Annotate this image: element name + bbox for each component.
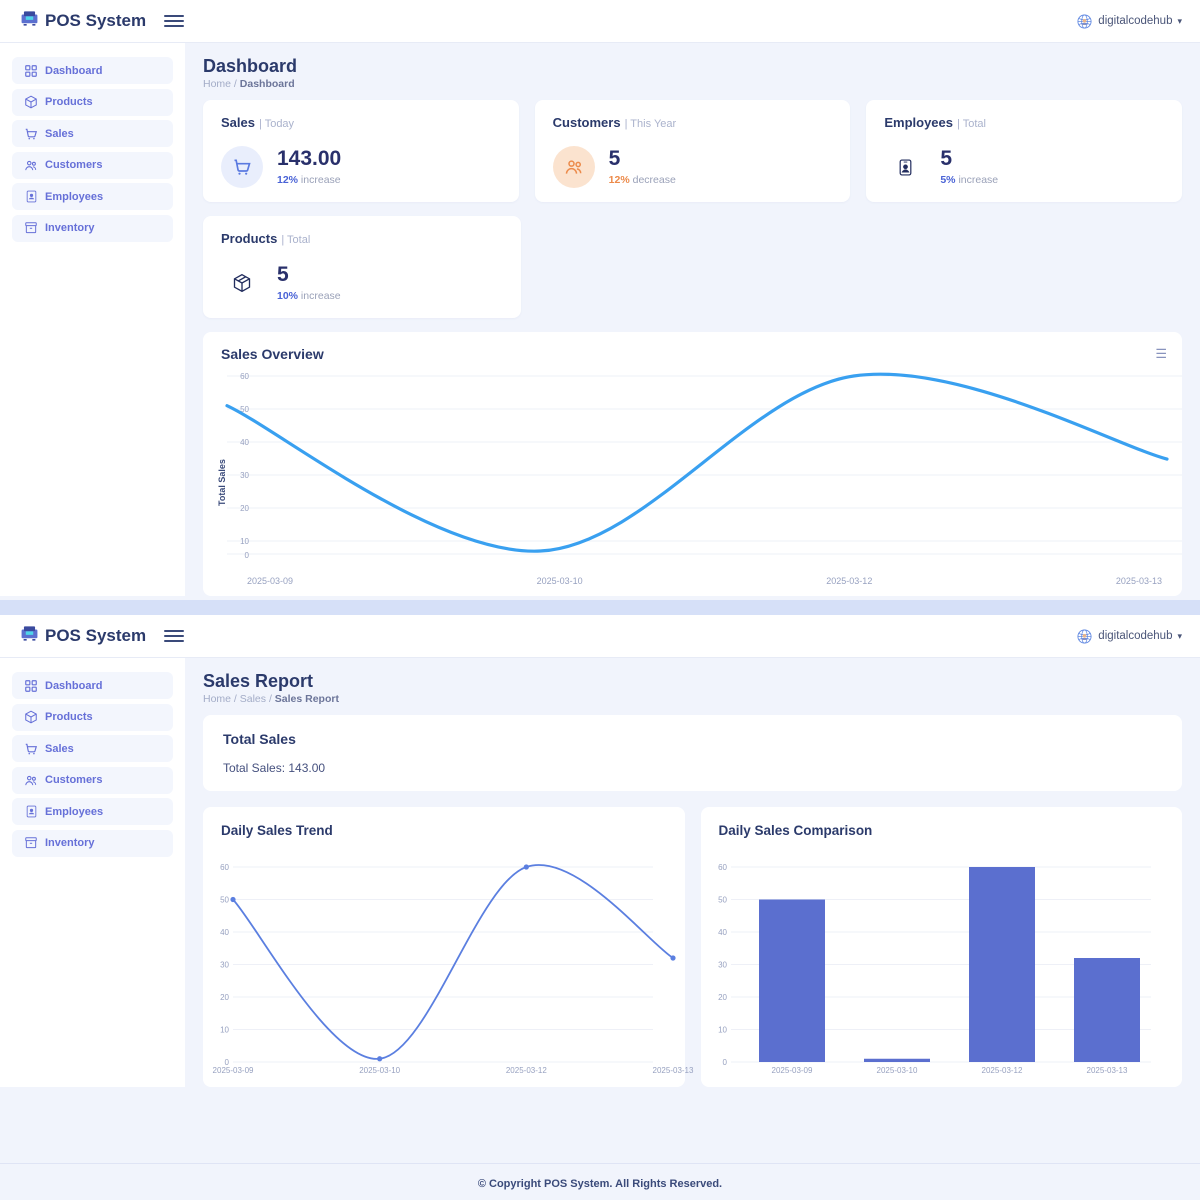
svg-text:2025-03-12: 2025-03-12 — [506, 1066, 547, 1075]
svg-text:30: 30 — [718, 961, 727, 970]
svg-text:2025-03-09: 2025-03-09 — [213, 1066, 254, 1075]
svg-text:2025-03-10: 2025-03-10 — [359, 1066, 400, 1075]
svg-text:30: 30 — [220, 961, 229, 970]
svg-text:0: 0 — [722, 1058, 727, 1067]
svg-text:60: 60 — [240, 372, 249, 381]
svg-text:0: 0 — [245, 551, 250, 560]
svg-text:40: 40 — [220, 928, 229, 937]
svg-text:20: 20 — [240, 504, 249, 513]
svg-text:20: 20 — [718, 993, 727, 1002]
svg-text:10: 10 — [220, 1026, 229, 1035]
svg-text:40: 40 — [240, 438, 249, 447]
svg-text:40: 40 — [718, 928, 727, 937]
svg-text:60: 60 — [220, 863, 229, 872]
svg-text:60: 60 — [718, 863, 727, 872]
svg-text:2025-03-12: 2025-03-12 — [981, 1066, 1022, 1075]
svg-text:30: 30 — [240, 471, 249, 480]
svg-text:2025-03-09: 2025-03-09 — [771, 1066, 812, 1075]
svg-text:2025-03-10: 2025-03-10 — [876, 1066, 917, 1075]
svg-text:50: 50 — [220, 896, 229, 905]
svg-text:2025-03-13: 2025-03-13 — [1086, 1066, 1127, 1075]
svg-text:20: 20 — [220, 993, 229, 1002]
svg-text:10: 10 — [718, 1026, 727, 1035]
svg-text:50: 50 — [718, 896, 727, 905]
svg-text:2025-03-13: 2025-03-13 — [653, 1066, 694, 1075]
svg-text:10: 10 — [240, 537, 249, 546]
